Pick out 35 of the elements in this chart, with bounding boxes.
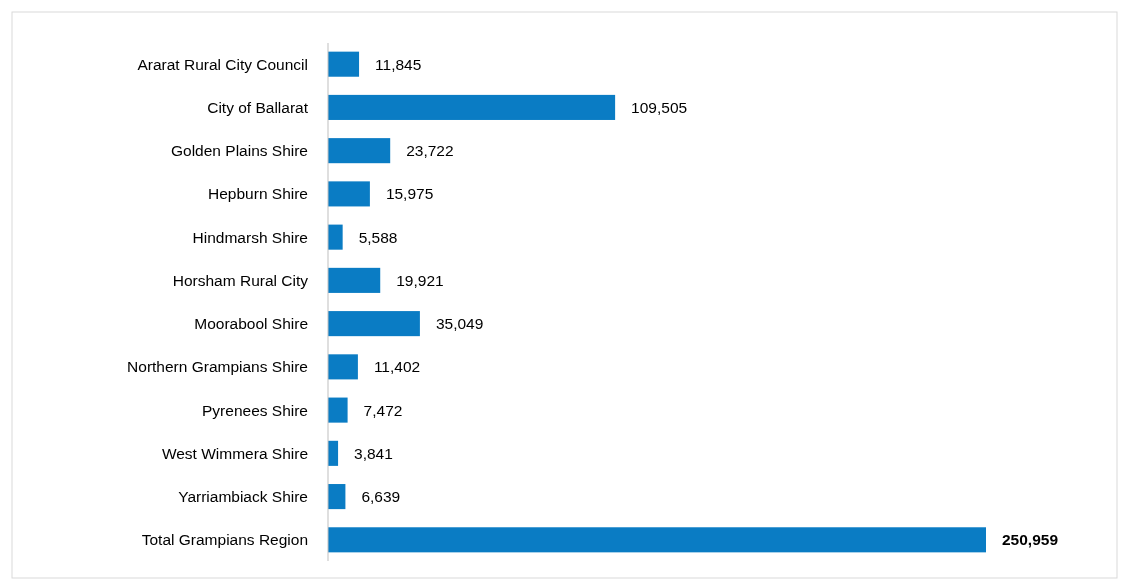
data-label: 11,845 bbox=[375, 55, 422, 73]
data-label: 5,588 bbox=[358, 228, 398, 246]
data-label: 19,921 bbox=[396, 271, 444, 289]
bar bbox=[328, 484, 346, 510]
y-tick-label: Ararat Rural City Council bbox=[137, 55, 308, 73]
data-label: 250,959 bbox=[1002, 531, 1059, 549]
y-tick-label: Golden Plains Shire bbox=[171, 142, 308, 160]
y-tick-label: Hindmarsh Shire bbox=[192, 228, 308, 246]
bar bbox=[328, 181, 370, 207]
y-tick-label: West Wimmera Shire bbox=[161, 444, 308, 462]
y-tick-label: Total Grampians Region bbox=[141, 531, 308, 549]
y-tick-label: City of Ballarat bbox=[207, 98, 309, 116]
data-label: 3,841 bbox=[354, 444, 393, 462]
bar bbox=[328, 138, 391, 164]
bar bbox=[328, 51, 360, 77]
data-label: 11,402 bbox=[373, 358, 421, 376]
y-tick-label: Yarriambiack Shire bbox=[178, 488, 308, 505]
y-tick-label: Pyrenees Shire bbox=[202, 401, 308, 419]
y-tick-label: Horsham Rural City bbox=[172, 271, 309, 289]
data-label: 7,472 bbox=[363, 401, 403, 419]
y-tick-label: Northern Grampians Shire bbox=[127, 358, 308, 376]
y-tick-label: Hepburn Shire bbox=[208, 185, 308, 203]
data-label: 35,049 bbox=[435, 315, 484, 333]
data-label: 6,639 bbox=[361, 488, 401, 505]
bar bbox=[328, 94, 616, 120]
data-label: 23,722 bbox=[406, 142, 454, 160]
bar bbox=[328, 527, 986, 553]
bar bbox=[328, 224, 343, 250]
bar bbox=[328, 311, 420, 337]
y-tick-label: Moorabool Shire bbox=[194, 315, 308, 333]
data-label: 109,505 bbox=[631, 98, 688, 116]
bar bbox=[328, 354, 358, 380]
bar bbox=[328, 397, 348, 423]
bar bbox=[328, 267, 381, 293]
data-label: 15,975 bbox=[385, 185, 434, 203]
